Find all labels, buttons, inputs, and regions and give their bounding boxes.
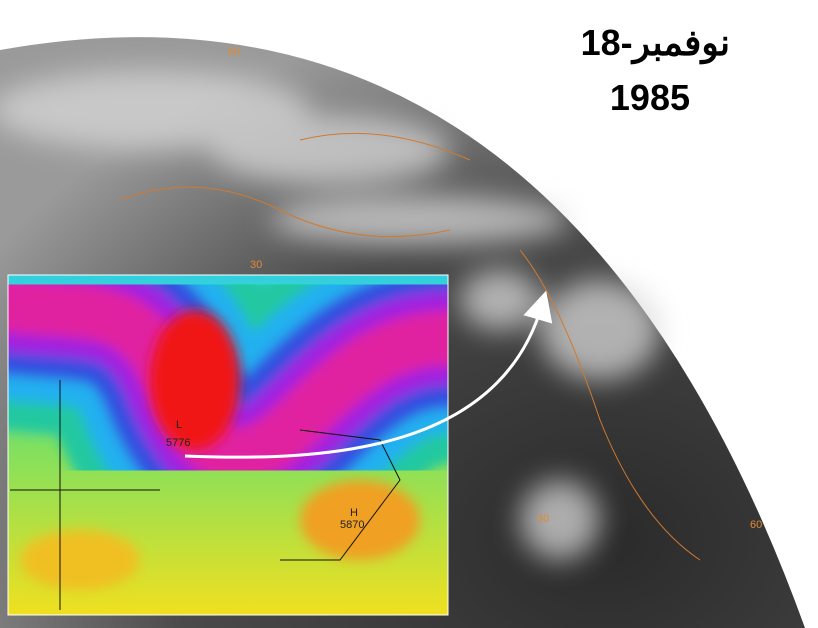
title-year: 1985 [610, 77, 690, 118]
grid-label: 60 [228, 46, 240, 58]
title-date: 18-نوفمبر [581, 22, 730, 65]
arrow [184, 290, 553, 459]
high-value: 5870 [340, 519, 364, 531]
grid-label: 30 [537, 513, 549, 525]
low-value: 5776 [166, 437, 190, 449]
inset-border [7, 274, 449, 616]
grid-label: 30 [250, 259, 262, 271]
height-map-inset: L 5776 H 5870 [8, 275, 448, 615]
high-label: H [350, 507, 358, 519]
low-label: L [176, 419, 182, 431]
grid-label: 60 [750, 519, 762, 531]
